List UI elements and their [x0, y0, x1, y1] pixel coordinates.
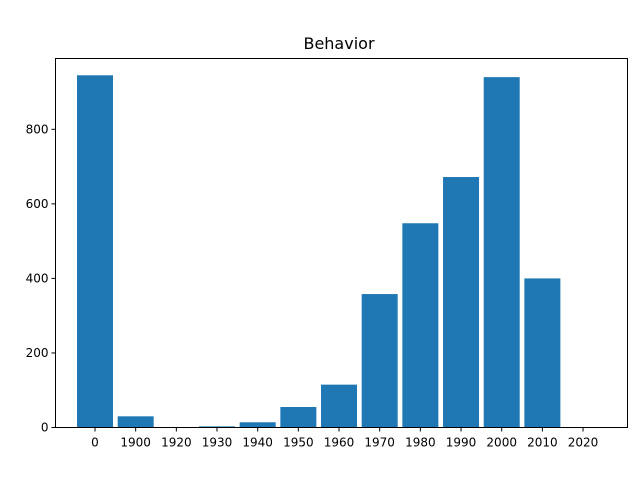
bar-1960 [321, 384, 358, 428]
x-tick-label: 2010 [527, 436, 558, 450]
y-tick-label: 600 [26, 197, 49, 211]
y-tick-label: 800 [26, 122, 49, 136]
bar-2000 [483, 77, 520, 428]
plot-frame [55, 58, 628, 428]
bar-1930 [199, 426, 236, 428]
x-axis-ticks: 0 1900 1920 1930 1940 1950 1960 1970 1980 1990 200… [91, 427, 599, 450]
x-tick-label: 1970 [364, 436, 395, 450]
y-tick-label: 400 [26, 271, 49, 285]
bar-1980 [402, 223, 439, 428]
x-tick-label: 1920 [161, 436, 192, 450]
x-tick-label: 2000 [486, 436, 517, 450]
bar-1900 [117, 416, 154, 428]
x-tick-label: 1960 [324, 436, 355, 450]
x-tick-label: 1990 [446, 436, 477, 450]
y-axis-ticks: 0 200 400 600 800 [26, 122, 56, 435]
bar-0 [77, 75, 113, 428]
x-tick-label: 2020 [568, 436, 599, 450]
bar-1970 [361, 294, 398, 428]
x-tick-label: 0 [91, 436, 99, 450]
x-tick-label: 1950 [283, 436, 314, 450]
chart-title: Behavior [303, 34, 374, 53]
bar-1990 [443, 177, 480, 428]
bar-1950 [280, 407, 317, 428]
x-tick-label: 1930 [202, 436, 233, 450]
bar-2010 [524, 278, 561, 428]
x-tick-label: 1900 [120, 436, 151, 450]
bars-layer [77, 75, 561, 428]
bar-1940 [239, 422, 276, 428]
y-tick-label: 0 [41, 421, 49, 435]
x-tick-label: 1940 [242, 436, 273, 450]
y-tick-label: 200 [26, 346, 49, 360]
x-tick-label: 1980 [405, 436, 436, 450]
